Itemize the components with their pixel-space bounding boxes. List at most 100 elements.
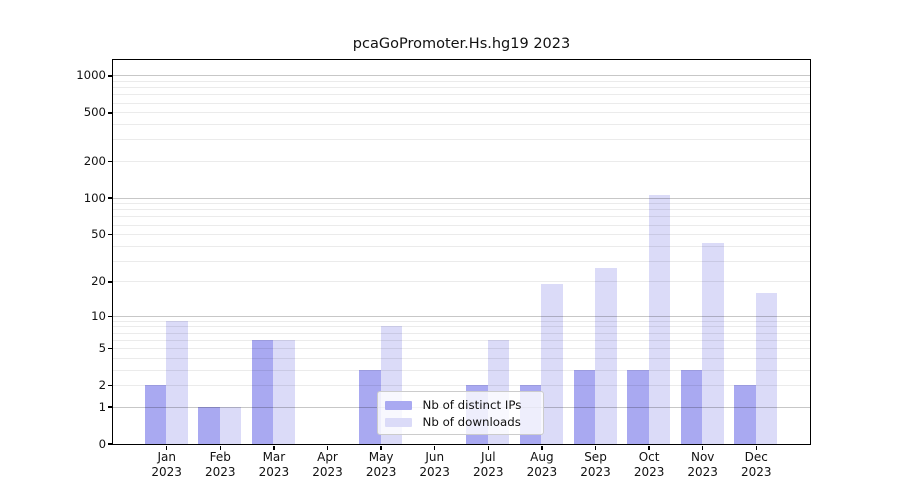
- minor-gridline: [112, 320, 810, 322]
- minor-gridline: [112, 339, 810, 341]
- x-tick-label-line: Nov: [690, 450, 715, 464]
- x-tick-label-line: May: [368, 450, 394, 464]
- x-tick-mark: [541, 445, 543, 450]
- minor-gridline: [112, 224, 810, 226]
- legend-item-downloads: Nb of downloads: [384, 414, 537, 431]
- x-tick-label-line: 2023: [205, 465, 236, 479]
- x-tick-label-line: 2023: [419, 465, 450, 479]
- x-tick-mark: [273, 445, 275, 450]
- x-tick-mark: [380, 445, 382, 450]
- minor-gridline: [112, 281, 810, 283]
- x-tick-label-line: 2023: [365, 465, 397, 479]
- y-tick-label: 0: [98, 436, 106, 451]
- bar-distinct-ips-sep: [573, 369, 595, 444]
- bar-downloads-nov: [702, 243, 724, 444]
- chart-title: pcaGoPromoter.Hs.hg19 2023: [352, 36, 571, 52]
- bar-distinct-ips-jan: [144, 384, 167, 444]
- x-tick-label-line: Oct: [638, 450, 660, 464]
- x-tick-mark: [165, 445, 168, 450]
- bar-distinct-ips-dec: [734, 384, 756, 444]
- x-tick-label-line: 2023: [741, 465, 772, 479]
- x-tick-label-line: Mar: [262, 450, 286, 464]
- y-tick-mark: [108, 281, 113, 283]
- x-tick-label: Aug 2023: [510, 450, 574, 480]
- y-tick-label: 200: [83, 153, 106, 168]
- major-gridline: [112, 315, 810, 317]
- minor-gridline: [112, 209, 810, 211]
- x-tick-label: Nov 2023: [671, 450, 735, 480]
- minor-gridline: [112, 384, 810, 386]
- x-tick-label: Oct 2023: [617, 450, 681, 480]
- legend-item-distinct-ips: Nb of distinct IPs: [384, 397, 537, 414]
- x-tick-label-line: Apr: [317, 450, 338, 464]
- x-tick-label-line: Jan: [157, 450, 176, 464]
- minor-gridline: [112, 369, 810, 371]
- minor-gridline: [112, 102, 810, 104]
- x-tick-label: Jan 2023: [135, 450, 199, 480]
- bar-distinct-ips-oct: [627, 369, 649, 444]
- minor-gridline: [112, 260, 810, 262]
- x-tick-label-line: Sep: [584, 450, 607, 464]
- y-tick-label: 10: [91, 308, 106, 323]
- y-tick-label: 50: [91, 227, 106, 242]
- grid-layer: [112, 60, 810, 444]
- y-tick-label: 100: [83, 190, 106, 205]
- bar-distinct-ips-may: [359, 369, 381, 444]
- x-tick-label-line: 2023: [151, 465, 182, 479]
- y-tick-label: 5: [98, 341, 106, 356]
- bar-downloads-oct: [648, 195, 671, 444]
- minor-gridline: [112, 112, 810, 114]
- minor-gridline: [112, 124, 810, 126]
- x-tick-label-line: 2023: [687, 465, 718, 479]
- bar-distinct-ips-mar: [251, 339, 274, 444]
- x-tick-mark: [219, 445, 222, 450]
- minor-gridline: [112, 245, 810, 247]
- legend-label-distinct-ips: Nb of distinct IPs: [422, 398, 522, 412]
- minor-gridline: [112, 94, 810, 96]
- y-tick-mark: [108, 443, 113, 445]
- x-tick-label-line: Jul: [481, 450, 496, 464]
- x-tick-label-line: Dec: [744, 450, 768, 464]
- major-gridline: [112, 197, 810, 199]
- x-tick-label: Apr 2023: [296, 450, 360, 480]
- x-tick-mark: [594, 445, 597, 450]
- minor-gridline: [112, 81, 810, 83]
- y-tick-mark: [108, 233, 113, 236]
- x-tick-label: Jun 2023: [403, 450, 467, 480]
- minor-gridline: [112, 357, 810, 359]
- x-tick-mark: [326, 445, 329, 450]
- bar-downloads-dec: [755, 292, 778, 444]
- x-tick-mark: [487, 445, 490, 450]
- minor-gridline: [112, 348, 810, 350]
- minor-gridline: [112, 160, 810, 162]
- minor-gridline: [112, 326, 810, 328]
- x-tick-label: May 2023: [349, 450, 413, 480]
- x-tick-label: Mar 2023: [242, 450, 306, 480]
- bar-downloads-mar: [273, 339, 295, 444]
- x-tick-label-line: Feb: [209, 450, 231, 464]
- x-tick-label-line: Aug: [530, 450, 554, 464]
- x-tick-mark: [648, 445, 650, 450]
- y-tick-label: 1000: [76, 68, 106, 83]
- x-tick-mark: [701, 445, 704, 450]
- minor-gridline: [112, 216, 810, 218]
- x-tick-mark: [755, 445, 758, 450]
- y-tick-mark: [108, 315, 113, 317]
- y-tick-mark: [108, 406, 113, 408]
- bar-distinct-ips-feb: [198, 406, 220, 444]
- y-tick-label: 500: [83, 105, 106, 120]
- y-tick-mark: [108, 112, 113, 114]
- major-gridline: [112, 75, 810, 77]
- y-tick-mark: [108, 384, 113, 387]
- y-tick-label: 2: [98, 377, 106, 392]
- y-tick-mark: [108, 347, 113, 350]
- minor-gridline: [112, 203, 810, 205]
- x-tick-label-line: 2023: [473, 465, 504, 479]
- y-tick-mark: [108, 197, 113, 199]
- x-tick-label: Feb 2023: [188, 450, 252, 480]
- bar-downloads-feb: [219, 406, 242, 444]
- x-tick-label-line: 2023: [258, 465, 290, 479]
- legend-swatch-distinct-ips: [384, 400, 412, 410]
- x-tick-label-line: 2023: [526, 465, 558, 479]
- y-tick-mark: [108, 160, 113, 163]
